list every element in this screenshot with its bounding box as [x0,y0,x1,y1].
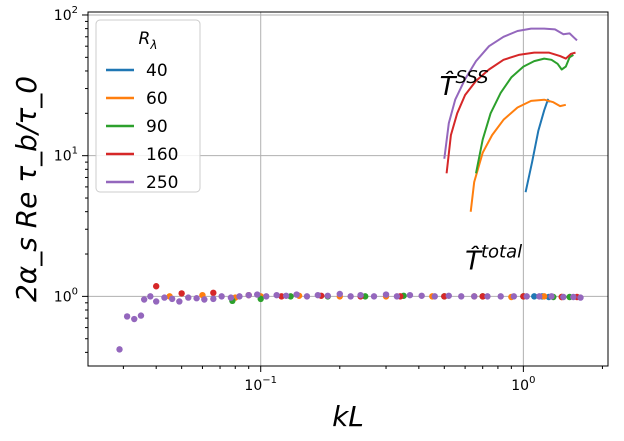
total-point-250-42 [536,293,543,300]
total-point-250-17 [245,291,252,299]
total-point-250-41 [523,293,530,300]
total-point-250-19 [263,293,270,300]
total-point-250-21 [282,292,290,299]
total-point-250-22 [293,291,300,298]
total-point-250-11 [193,295,200,302]
total-point-250-27 [347,293,354,300]
total-point-60-10 [540,293,548,300]
total-point-250-31 [393,293,401,300]
x-axis-label: kL [332,400,364,433]
total-point-250-37 [471,293,478,300]
total-point-250-44 [560,293,567,301]
legend: Rλ 40 60 90 160 250 [95,19,201,193]
x-tick-label-0: 10−1 [244,375,277,394]
annotations: T̂SSS T̂total [440,67,523,277]
total-point-250-26 [336,290,343,298]
x-tick-label-1: 100 [511,375,535,394]
legend-label-40: 40 [146,61,168,81]
total-point-40-0 [531,293,538,300]
total-point-250-12 [201,296,208,303]
total-point-160-2 [210,289,217,297]
total-point-250-4 [140,296,148,303]
total-point-250-16 [236,293,243,300]
legend-label-60: 60 [146,89,168,109]
total-point-250-33 [418,292,425,299]
total-point-250-6 [152,298,160,305]
total-point-250-24 [314,291,322,299]
legend-label-250: 250 [146,173,178,193]
y-tick-label-0: 100 [54,286,78,305]
total-point-250-30 [382,291,390,298]
total-point-250-39 [497,293,504,300]
total-point-160-9 [479,293,486,300]
total-point-250-28 [357,291,364,299]
total-point-250-14 [218,293,225,300]
sss-curve-90 [475,54,574,174]
total-point-250-1 [123,313,131,320]
total-point-90-1 [257,295,264,303]
legend-box [95,19,201,193]
y-axis-label: 2α_s Re τ_b/τ_0 [10,76,43,302]
y-tick-label-1: 101 [54,146,78,165]
total-point-250-5 [147,293,154,300]
total-point-250-20 [273,291,280,299]
sss-curves [443,27,578,212]
total-point-160-4 [278,293,285,300]
total-point-250-43 [548,293,555,300]
total-point-250-36 [458,293,465,300]
sss-curve-160 [445,51,576,174]
total-point-250-7 [161,294,168,301]
total-point-250-29 [370,293,378,300]
total-point-250-13 [210,295,217,303]
total-point-250-8 [168,295,176,303]
total-point-250-18 [254,291,261,298]
total-point-250-9 [176,298,183,305]
total-point-250-35 [445,292,452,299]
plot-frame [87,11,609,367]
total-point-250-40 [510,293,518,300]
total-point-160-1 [178,290,185,297]
total-point-250-34 [431,293,438,300]
y-tick-label-2: 102 [54,5,78,24]
annotation-sss: T̂SSS [440,67,489,102]
sss-curve-60 [469,98,567,212]
total-point-250-46 [577,294,584,301]
total-point-250-15 [227,294,235,301]
total-points [116,283,584,353]
legend-title: Rλ [139,29,158,52]
total-point-250-32 [406,291,414,299]
total-point-250-3 [137,312,145,319]
total-point-250-23 [303,293,311,300]
total-point-250-10 [185,294,192,301]
total-point-250-25 [324,292,331,299]
ticks: 10−1 100 100 101 102 [54,5,603,394]
total-point-250-2 [131,315,138,323]
sss-curve-250 [443,27,578,159]
total-point-160-0 [152,283,160,290]
legend-label-160: 160 [146,145,178,165]
total-point-250-0 [116,346,123,353]
total-point-250-38 [484,293,491,300]
total-point-250-45 [570,293,577,301]
annotation-total: T̂total [465,242,522,277]
legend-label-90: 90 [146,117,168,137]
